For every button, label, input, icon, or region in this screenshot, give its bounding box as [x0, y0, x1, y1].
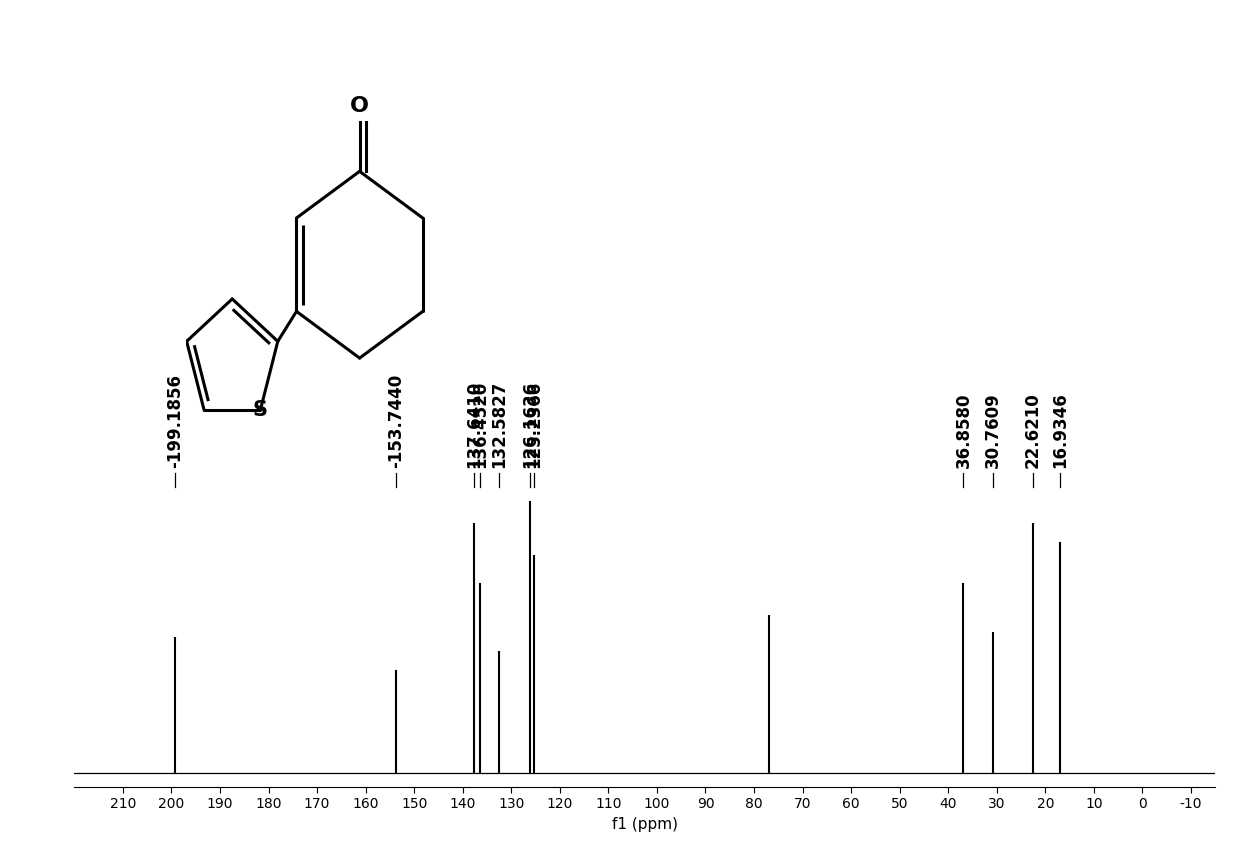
Text: 126.1636: 126.1636: [521, 381, 539, 469]
Text: 22.6210: 22.6210: [1023, 392, 1042, 469]
Text: 30.7609: 30.7609: [985, 392, 1002, 469]
X-axis label: f1 (ppm): f1 (ppm): [611, 817, 678, 832]
Text: 136.4520: 136.4520: [471, 381, 489, 469]
Text: S: S: [253, 400, 268, 420]
Text: 125.2366: 125.2366: [526, 381, 543, 469]
Text: 137.6410: 137.6410: [465, 381, 484, 469]
Text: -153.7440: -153.7440: [387, 374, 405, 469]
Text: 16.9346: 16.9346: [1052, 392, 1069, 469]
Text: -199.1856: -199.1856: [166, 374, 185, 469]
Text: 132.5827: 132.5827: [490, 380, 507, 469]
Text: O: O: [350, 96, 370, 115]
Text: 36.8580: 36.8580: [955, 392, 972, 469]
